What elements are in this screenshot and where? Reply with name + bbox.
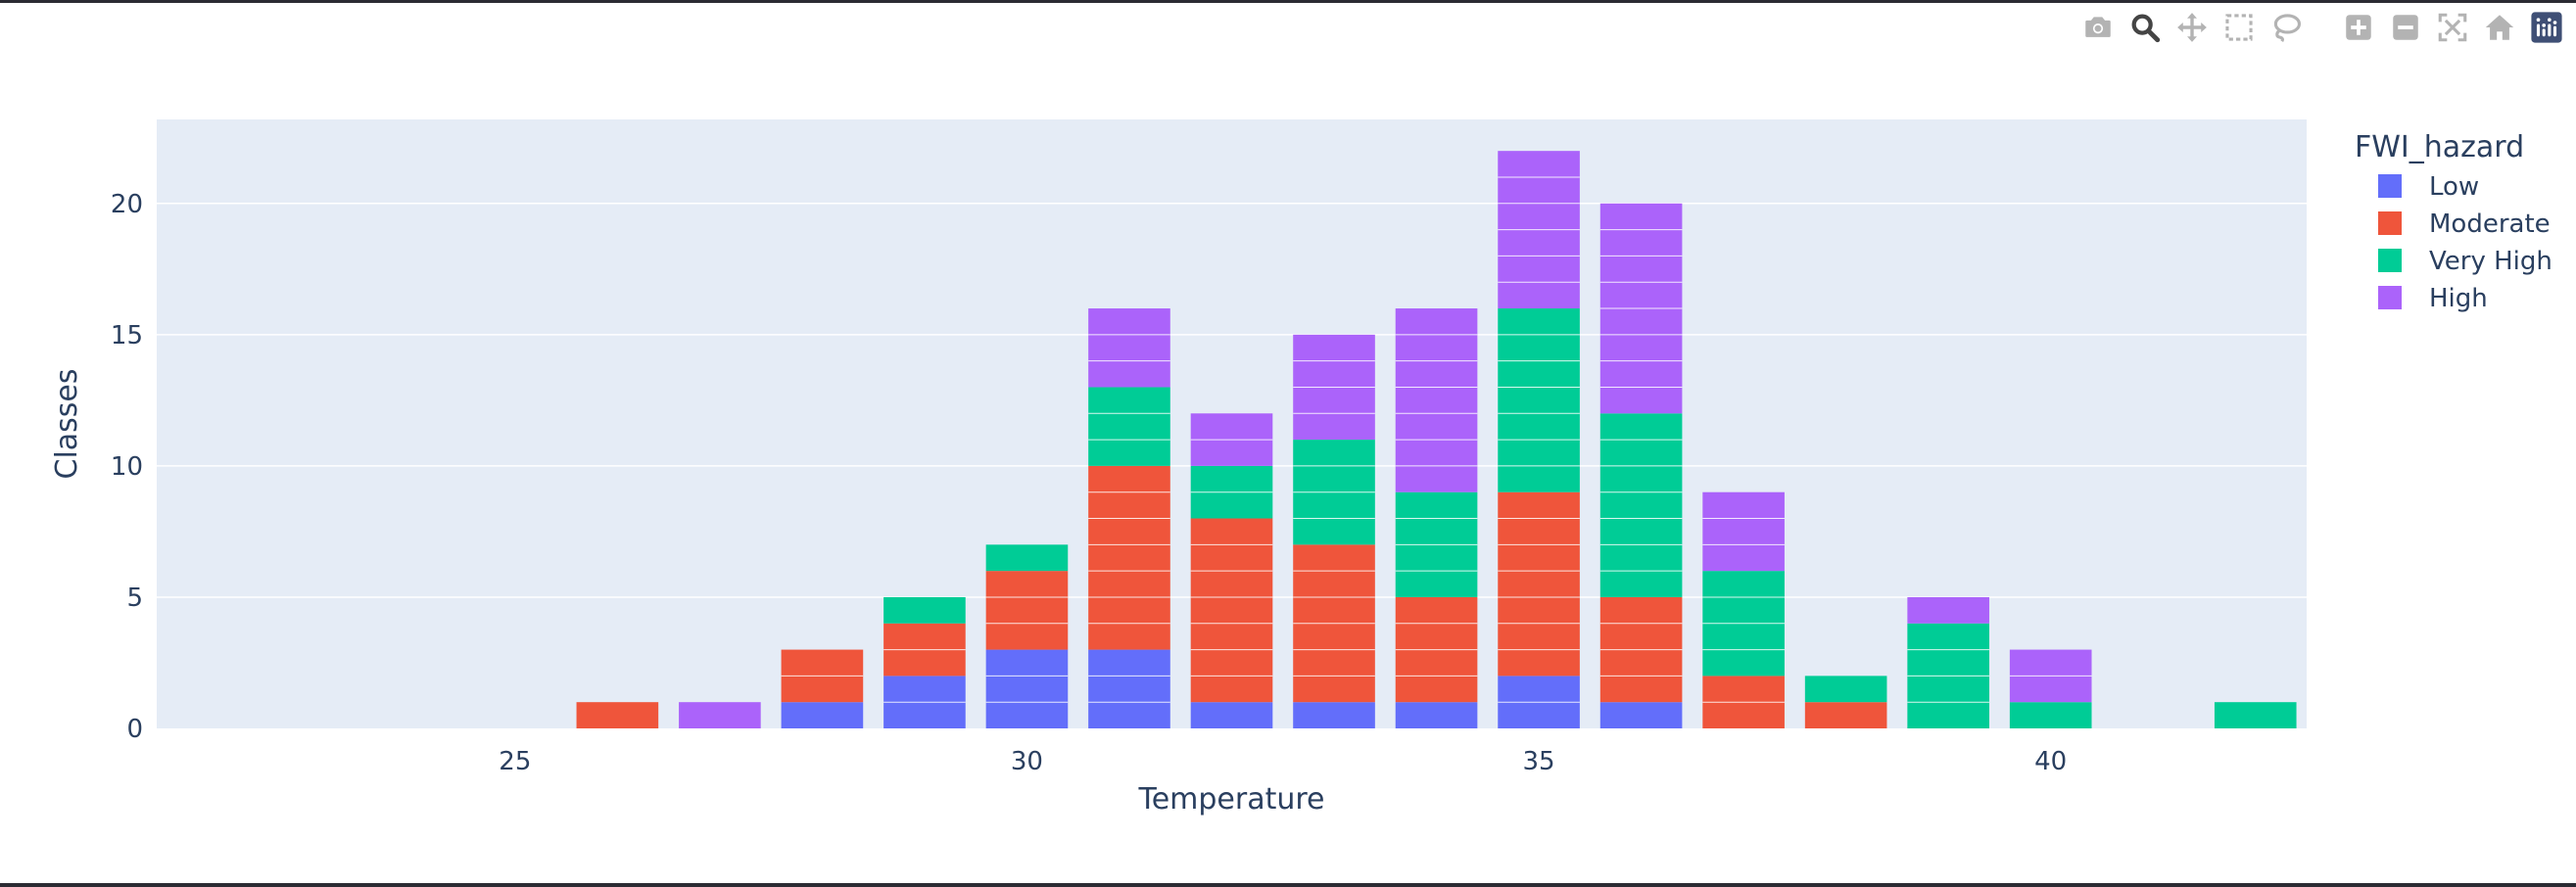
legend-swatch xyxy=(2378,174,2402,198)
legend-item-high[interactable]: High xyxy=(2378,284,2488,313)
bar-segment-moderate[interactable] xyxy=(1599,596,1683,703)
legend-swatch xyxy=(2378,249,2402,272)
y-tick-label: 20 xyxy=(111,190,143,219)
bar-segment-low[interactable] xyxy=(1599,702,1683,728)
bar-segment-moderate[interactable] xyxy=(1395,596,1478,703)
bar-segment-very-high[interactable] xyxy=(1395,491,1478,597)
zoom-out-icon[interactable] xyxy=(2384,10,2427,45)
bar-segment-very-high[interactable] xyxy=(2009,702,2092,728)
bar-segment-very-high[interactable] xyxy=(883,596,966,624)
reset-axes-icon[interactable] xyxy=(2478,10,2521,45)
bar-segment-low[interactable] xyxy=(1395,702,1478,728)
y-tick-label: 5 xyxy=(126,584,143,613)
plotly-logo-icon[interactable] xyxy=(2525,10,2568,45)
x-tick-label: 25 xyxy=(499,747,531,776)
x-tick-label: 30 xyxy=(1011,747,1043,776)
legend-label: High xyxy=(2429,284,2488,313)
legend-label: Very High xyxy=(2429,247,2552,276)
autoscale-icon[interactable] xyxy=(2431,10,2474,45)
y-tick-label: 0 xyxy=(126,715,143,744)
bar-segment-moderate[interactable] xyxy=(985,571,1069,650)
y-tick-label: 10 xyxy=(111,452,143,482)
bar-segment-low[interactable] xyxy=(985,649,1069,728)
bar-segment-very-high[interactable] xyxy=(985,544,1069,572)
bottom-border xyxy=(0,883,2576,887)
camera-icon[interactable] xyxy=(2076,10,2120,45)
x-tick-label: 40 xyxy=(2034,747,2067,776)
x-axis-title: Temperature xyxy=(1137,782,1324,817)
bar-segment-very-high[interactable] xyxy=(1293,440,1375,545)
bar-segment-high[interactable] xyxy=(1702,491,1785,572)
legend-label: Moderate xyxy=(2429,210,2551,239)
bar-segment-moderate[interactable] xyxy=(1293,544,1375,703)
bar-segment-moderate[interactable] xyxy=(1498,491,1580,677)
bar-segment-very-high[interactable] xyxy=(1907,623,1989,728)
bar-segment-very-high[interactable] xyxy=(1804,676,1887,703)
legend-item-very-high[interactable]: Very High xyxy=(2378,247,2552,276)
zoom-icon[interactable] xyxy=(2123,10,2167,45)
bar-segment-low[interactable] xyxy=(883,676,966,728)
bar-segment-very-high[interactable] xyxy=(2214,702,2297,728)
y-axis-title: Classes xyxy=(50,368,84,479)
legend-swatch xyxy=(2378,211,2402,235)
bar-segment-moderate[interactable] xyxy=(1804,702,1887,728)
bar-segment-low[interactable] xyxy=(1498,676,1580,728)
legend-item-moderate[interactable]: Moderate xyxy=(2378,210,2551,239)
bar-segment-high[interactable] xyxy=(1293,334,1375,441)
bar-segment-low[interactable] xyxy=(1293,702,1375,728)
bar-segment-very-high[interactable] xyxy=(1190,465,1273,519)
y-tick-label: 15 xyxy=(111,321,143,350)
bar-segment-moderate[interactable] xyxy=(1190,518,1273,703)
bar-segment-high[interactable] xyxy=(1088,308,1170,388)
bar-segment-moderate[interactable] xyxy=(576,702,659,728)
bar-segment-very-high[interactable] xyxy=(1498,308,1580,492)
bar-segment-high[interactable] xyxy=(1190,413,1273,466)
bar-segment-moderate[interactable] xyxy=(1702,676,1785,728)
legend-label: Low xyxy=(2429,172,2479,202)
bar-segment-high[interactable] xyxy=(1907,596,1989,624)
legend-swatch xyxy=(2378,286,2402,309)
pan-icon[interactable] xyxy=(2171,10,2214,45)
legend-item-low[interactable]: Low xyxy=(2378,172,2479,202)
modebar xyxy=(2076,10,2568,45)
lasso-select-icon[interactable] xyxy=(2265,10,2308,45)
legend-title: FWI_hazard xyxy=(2355,130,2524,164)
bar-segment-moderate[interactable] xyxy=(781,649,864,703)
zoom-in-icon[interactable] xyxy=(2337,10,2380,45)
x-tick-label: 35 xyxy=(1523,747,1555,776)
bar-segment-high[interactable] xyxy=(1498,151,1580,309)
bar-segment-low[interactable] xyxy=(1190,702,1273,728)
bar-segment-moderate[interactable] xyxy=(1088,465,1170,650)
bar-segment-very-high[interactable] xyxy=(1702,571,1785,677)
bar-segment-high[interactable] xyxy=(2009,649,2092,703)
top-border xyxy=(0,0,2576,3)
bar-segment-very-high[interactable] xyxy=(1088,387,1170,466)
bar-segment-low[interactable] xyxy=(781,702,864,728)
bar-segment-high[interactable] xyxy=(1395,308,1478,492)
bar-segment-very-high[interactable] xyxy=(1599,413,1683,597)
legend: FWI_hazard Low Moderate Very High High xyxy=(2355,130,2552,313)
bar-segment-high[interactable] xyxy=(679,702,761,728)
bar-segment-moderate[interactable] xyxy=(883,623,966,677)
bar-segment-high[interactable] xyxy=(1599,203,1683,414)
box-select-icon[interactable] xyxy=(2218,10,2261,45)
bar-segment-low[interactable] xyxy=(1088,649,1170,728)
